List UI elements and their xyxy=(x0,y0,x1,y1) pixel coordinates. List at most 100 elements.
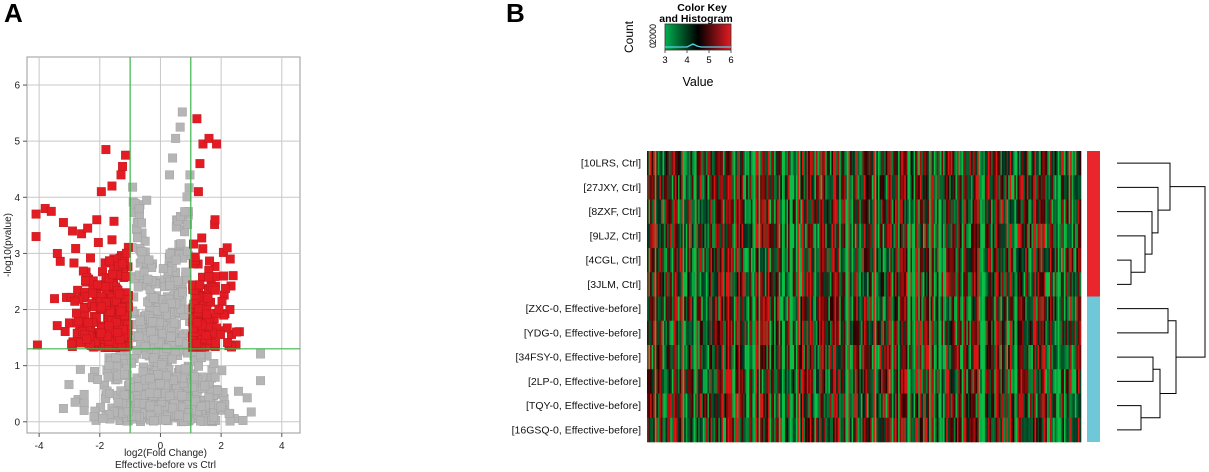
heatmap-cell xyxy=(946,417,948,443)
heatmap-cell xyxy=(777,369,780,394)
heatmap-cell xyxy=(1042,199,1045,225)
heatmap-cell xyxy=(724,248,727,273)
heatmap-cell xyxy=(1077,417,1080,443)
heatmap-cell xyxy=(769,345,772,370)
heatmap-cell xyxy=(1054,369,1057,394)
heatmap-cell xyxy=(809,417,812,443)
heatmap-cell xyxy=(862,320,865,346)
heatmap-cell xyxy=(753,199,756,225)
scatter-point-significant xyxy=(215,330,225,339)
heatmap-cell xyxy=(969,345,972,370)
heatmap-cell xyxy=(984,369,987,394)
heatmap-cell xyxy=(1077,175,1080,200)
heatmap-cell xyxy=(884,272,886,297)
heatmap-cell xyxy=(1022,272,1024,297)
heatmap-cell xyxy=(943,223,945,249)
heatmap-cell xyxy=(740,223,742,249)
heatmap-cell xyxy=(650,272,652,297)
heatmap-cell xyxy=(713,223,716,249)
heatmap-cell xyxy=(696,151,699,176)
heatmap-cell xyxy=(688,175,691,200)
heatmap-cell xyxy=(781,151,784,176)
heatmap-cell xyxy=(963,369,966,394)
heatmap-cell xyxy=(1014,151,1017,176)
heatmap-cell xyxy=(938,417,941,443)
heatmap-cell xyxy=(970,223,973,249)
heatmap-cell xyxy=(840,223,843,249)
heatmap-cell xyxy=(919,248,922,273)
heatmap-cell xyxy=(938,320,941,346)
heatmap-cell xyxy=(820,248,823,273)
heatmap-cell xyxy=(772,345,775,370)
heatmap-cell xyxy=(1048,345,1051,370)
heatmap-cell xyxy=(1050,151,1052,176)
heatmap-cell xyxy=(774,151,776,176)
heatmap-cell xyxy=(798,199,801,225)
heatmap-cell xyxy=(953,393,956,419)
heatmap-cell xyxy=(671,248,674,273)
heatmap-cell xyxy=(1053,369,1055,394)
heatmap-cell xyxy=(1015,223,1018,249)
heatmap-cell xyxy=(738,345,741,370)
heatmap-cell xyxy=(1054,320,1057,346)
heatmap-cell xyxy=(1029,272,1032,297)
heatmap-cell xyxy=(660,199,663,225)
heatmap-cell xyxy=(771,296,773,322)
heatmap-cell xyxy=(740,345,742,370)
heatmap-cell xyxy=(752,369,755,394)
heatmap-cell xyxy=(845,296,848,322)
heatmap-cell xyxy=(698,417,700,443)
heatmap-cell xyxy=(1059,345,1062,370)
heatmap-cell xyxy=(1034,320,1037,346)
heatmap-cell xyxy=(1026,417,1029,443)
heatmap-cell xyxy=(777,393,780,419)
heatmap-cell xyxy=(960,248,962,273)
scatter-point-nonsignificant xyxy=(132,233,142,243)
heatmap-cell xyxy=(735,199,738,225)
heatmap-cell xyxy=(1074,175,1077,200)
heatmap-cell xyxy=(1053,320,1055,346)
heatmap-cell xyxy=(803,175,806,200)
heatmap-cell xyxy=(995,393,998,419)
heatmap-cell xyxy=(941,199,944,225)
heatmap-cell xyxy=(998,151,1001,176)
heatmap-cell xyxy=(846,393,849,419)
heatmap-cell xyxy=(1042,320,1045,346)
heatmap-cell xyxy=(665,393,668,419)
heatmap-cell xyxy=(941,369,944,394)
heatmap-cell xyxy=(1042,417,1045,443)
heatmap-cell xyxy=(857,248,860,273)
heatmap-cell xyxy=(730,393,733,419)
heatmap-cell xyxy=(718,369,721,394)
heatmap-cell xyxy=(921,175,924,200)
heatmap-cell xyxy=(733,199,736,225)
heatmap-cell xyxy=(688,223,691,249)
heatmap-cell xyxy=(1070,248,1072,273)
scatter-point-significant xyxy=(204,133,214,143)
heatmap-cell xyxy=(898,199,900,225)
heatmap-cell xyxy=(992,345,995,370)
heatmap-cell xyxy=(1059,175,1062,200)
heatmap-cell xyxy=(653,223,656,249)
heatmap-cell xyxy=(798,151,801,176)
heatmap-cell xyxy=(729,320,731,346)
heatmap-cell xyxy=(774,199,776,225)
heatmap-cell xyxy=(736,151,739,176)
heatmap-cell xyxy=(1020,223,1023,249)
heatmap-cell xyxy=(834,417,837,443)
heatmap-cell xyxy=(833,393,835,419)
heatmap-cell xyxy=(808,393,811,419)
heatmap-cell xyxy=(845,223,848,249)
heatmap-cell xyxy=(893,393,896,419)
heatmap-cell xyxy=(1059,393,1062,419)
heatmap-cell xyxy=(786,369,789,394)
heatmap-cell xyxy=(743,345,745,370)
heatmap-cell xyxy=(741,248,744,273)
heatmap-cell xyxy=(670,417,673,443)
heatmap-cell xyxy=(836,393,838,419)
heatmap-cell xyxy=(808,417,811,443)
heatmap-cell xyxy=(704,175,707,200)
heatmap-cell xyxy=(1014,296,1017,322)
heatmap-cell xyxy=(721,320,724,346)
heatmap-cell xyxy=(933,369,936,394)
